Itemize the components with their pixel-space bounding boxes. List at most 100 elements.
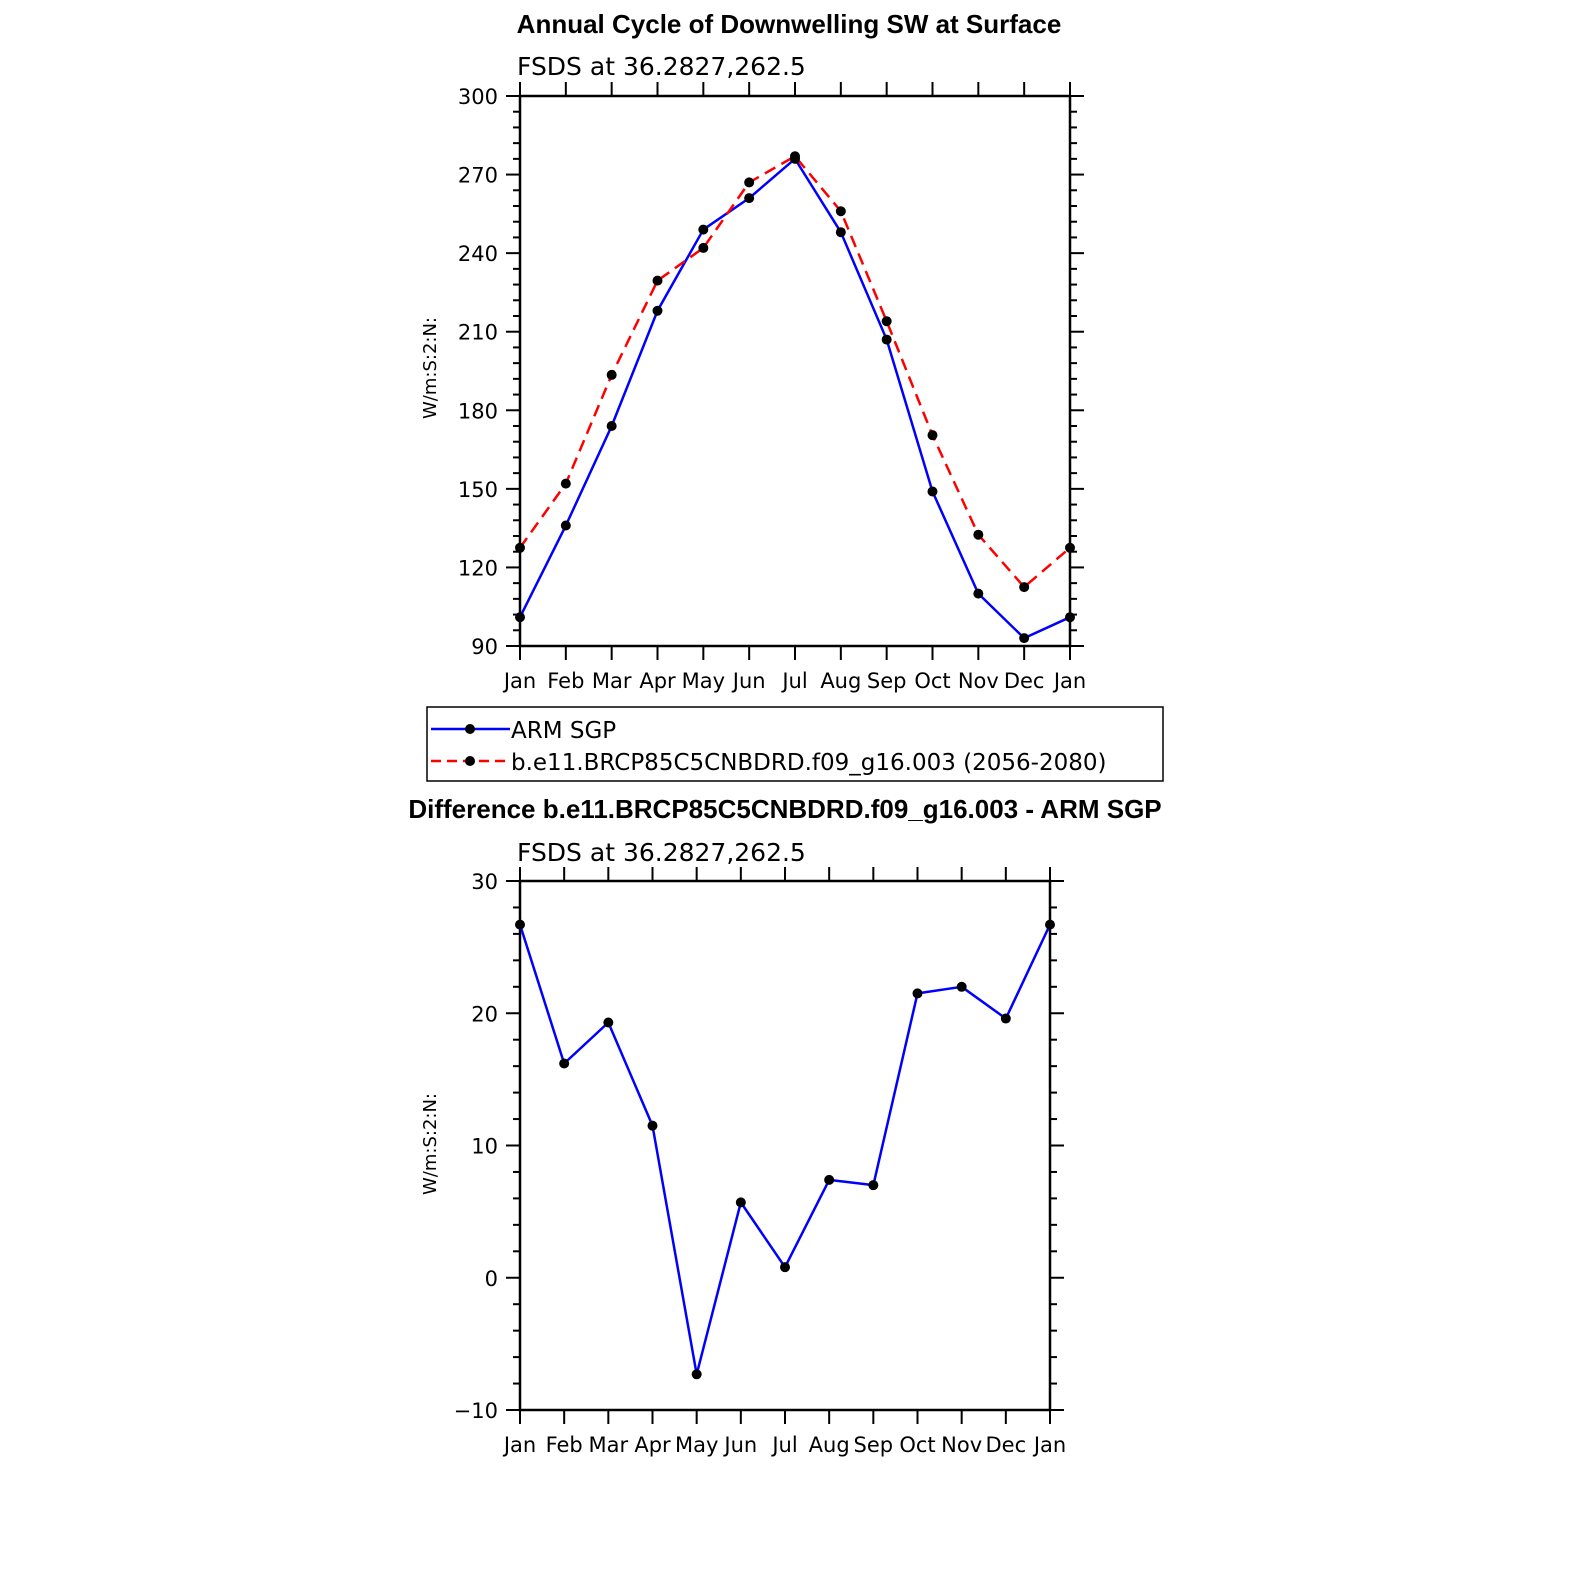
annual-cycle-panel: Annual Cycle of Downwelling SW at Surfac… [420, 9, 1086, 693]
y-tick-label: 10 [471, 1135, 498, 1159]
series-line-1 [518, 154, 1071, 589]
x-tick-label: Aug [809, 1433, 850, 1457]
y-tick-label: 150 [458, 478, 498, 502]
data-point-s0 [824, 1174, 835, 1185]
y-axis-label: W/m:S:2:N: [420, 1093, 441, 1195]
chart-subtitle: FSDS at 36.2827,262.5 [517, 838, 806, 867]
data-point-s0 [956, 981, 967, 992]
legend-marker-obs [465, 724, 475, 734]
x-tick-label: Jun [731, 669, 766, 693]
data-point-s1 [973, 529, 984, 540]
data-point-s0 [1019, 633, 1030, 644]
data-point-s1 [1019, 582, 1030, 593]
legend-label-model: b.e11.BRCP85C5CNBDRD.f09_g16.003 (2056-2… [511, 750, 1106, 776]
data-point-s1 [560, 478, 571, 489]
data-point-s1 [515, 542, 525, 553]
y-tick-label: 270 [458, 164, 498, 188]
x-tick-label: Jun [722, 1433, 757, 1457]
data-point-s0 [835, 227, 846, 238]
y-tick-label: 300 [458, 85, 498, 109]
data-point-s1 [698, 242, 709, 253]
chart-subtitle: FSDS at 36.2827,262.5 [517, 52, 806, 81]
data-point-s0 [652, 305, 663, 316]
data-point-s0 [559, 1058, 570, 1069]
x-tick-label: Feb [547, 669, 584, 693]
series-line-0 [518, 924, 1052, 1376]
y-tick-label: 90 [471, 635, 498, 659]
y-axis-label: W/m:S:2:N: [420, 317, 441, 419]
y-tick-label: 120 [458, 556, 498, 580]
y-tick-label: −10 [454, 1399, 498, 1423]
data-point-s1 [1065, 542, 1075, 553]
data-point-s1 [606, 369, 617, 380]
data-point-s0 [735, 1197, 746, 1208]
data-point-s0 [515, 612, 525, 623]
x-tick-label: May [675, 1433, 718, 1457]
data-point-s0 [691, 1369, 702, 1380]
x-tick-label: Sep [867, 669, 907, 693]
plot-frame [518, 94, 1072, 648]
data-point-s0 [1065, 612, 1075, 623]
x-tick-label: Dec [986, 1433, 1027, 1457]
data-point-s0 [515, 919, 525, 930]
x-tick-label: Feb [546, 1433, 583, 1457]
y-tick-label: 20 [471, 1002, 498, 1026]
legend-marker-model [465, 756, 475, 766]
y-tick-label: 30 [471, 870, 498, 894]
x-tick-label: Oct [914, 669, 950, 693]
x-tick-label: Jan [1032, 1433, 1066, 1457]
legend-box [426, 706, 1164, 782]
x-tick-label: Mar [589, 1433, 629, 1457]
data-point-s0 [606, 421, 617, 431]
x-tick-label: Nov [958, 669, 999, 693]
x-tick-label: Apr [639, 669, 676, 693]
x-tick-label: Nov [941, 1433, 982, 1457]
x-tick-label: Jan [1052, 669, 1086, 693]
x-tick-label: Jan [502, 669, 536, 693]
data-point-s0 [698, 224, 709, 235]
y-tick-label: 0 [485, 1267, 498, 1291]
x-tick-label: Jul [770, 1433, 797, 1457]
data-point-s0 [1000, 1013, 1011, 1024]
data-point-s1 [790, 151, 800, 162]
chart-title: Difference b.e11.BRCP85C5CNBDRD.f09_g16.… [408, 794, 1161, 824]
y-tick-label: 240 [458, 242, 498, 266]
y-tick-label: 210 [458, 321, 498, 345]
data-point-s0 [603, 1017, 614, 1028]
x-tick-label: May [682, 669, 725, 693]
data-point-s0 [560, 520, 571, 531]
data-point-s0 [973, 588, 984, 599]
data-point-s1 [652, 275, 663, 286]
data-point-s0 [927, 486, 938, 497]
data-point-s0 [780, 1262, 790, 1273]
data-point-s1 [744, 177, 755, 188]
data-point-s0 [647, 1120, 658, 1131]
legend-label-obs: ARM SGP [511, 718, 616, 744]
x-tick-label: Jul [780, 669, 807, 693]
x-tick-label: Oct [899, 1433, 935, 1457]
data-point-s0 [744, 193, 755, 204]
data-point-s1 [927, 430, 938, 441]
x-tick-label: Jan [502, 1433, 536, 1457]
plot-series [515, 919, 1055, 1380]
plot-series [515, 151, 1075, 644]
data-point-s0 [1045, 919, 1055, 930]
difference-panel: Difference b.e11.BRCP85C5CNBDRD.f09_g16.… [408, 794, 1161, 1457]
data-point-s1 [835, 206, 846, 217]
x-tick-label: Mar [592, 669, 632, 693]
data-point-s0 [868, 1180, 879, 1191]
x-tick-label: Apr [634, 1433, 671, 1457]
plot-frame [518, 879, 1052, 1412]
data-point-s0 [881, 334, 892, 345]
x-tick-label: Aug [820, 669, 861, 693]
axes-frame: −10 0 10 20 30 Jan Feb Mar Apr May Jun Jul Aug Sep Oct… [454, 867, 1066, 1457]
y-tick-label: 180 [458, 399, 498, 423]
data-point-s1 [881, 316, 892, 327]
x-tick-label: Sep [854, 1433, 894, 1457]
chart-title: Annual Cycle of Downwelling SW at Surfac… [517, 9, 1062, 39]
x-tick-label: Dec [1004, 669, 1045, 693]
data-point-s0 [912, 988, 923, 999]
legend: ARM SGP b.e11.BRCP85C5CNBDRD.f09_g16.003… [426, 706, 1164, 782]
